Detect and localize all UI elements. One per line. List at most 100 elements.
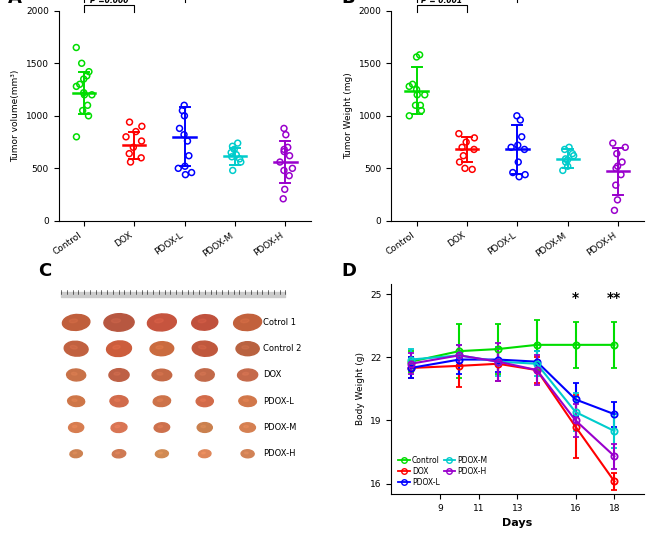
Ellipse shape: [237, 369, 257, 381]
Point: [279, 166, 289, 175]
Point: [226, 148, 237, 157]
Text: PDOX-H: PDOX-H: [263, 449, 295, 458]
Ellipse shape: [111, 423, 127, 432]
Text: *: *: [572, 291, 579, 305]
Ellipse shape: [154, 423, 170, 432]
Ellipse shape: [195, 369, 215, 381]
Ellipse shape: [198, 345, 206, 349]
Point: [415, 50, 425, 59]
Point: [404, 82, 415, 91]
Point: [180, 170, 190, 179]
Text: DOX: DOX: [263, 371, 281, 380]
Point: [124, 149, 135, 158]
Point: [461, 138, 471, 147]
Point: [279, 145, 289, 154]
Ellipse shape: [158, 425, 162, 427]
Ellipse shape: [196, 396, 213, 407]
Ellipse shape: [62, 315, 90, 330]
Point: [467, 165, 477, 173]
Ellipse shape: [114, 399, 120, 401]
Ellipse shape: [200, 399, 205, 401]
Point: [79, 91, 90, 99]
Point: [284, 151, 294, 160]
Point: [72, 82, 82, 91]
Point: [558, 166, 568, 175]
Point: [180, 162, 190, 171]
Point: [608, 139, 618, 148]
Point: [617, 158, 627, 166]
Ellipse shape: [68, 396, 84, 407]
Point: [227, 142, 238, 150]
Text: B: B: [341, 0, 354, 6]
Ellipse shape: [236, 342, 259, 355]
Ellipse shape: [113, 345, 120, 349]
Text: **: **: [607, 291, 621, 305]
Point: [131, 127, 141, 136]
Ellipse shape: [156, 346, 163, 349]
Point: [79, 89, 89, 97]
Point: [610, 181, 621, 190]
Ellipse shape: [198, 319, 206, 323]
Point: [227, 166, 238, 175]
Point: [174, 124, 185, 133]
Ellipse shape: [155, 450, 168, 458]
Point: [513, 141, 523, 149]
Point: [419, 91, 430, 99]
Point: [411, 53, 422, 61]
Ellipse shape: [148, 314, 176, 331]
Text: P =0.000: P =0.000: [90, 0, 128, 5]
Ellipse shape: [244, 425, 248, 427]
Ellipse shape: [70, 319, 77, 323]
Text: A: A: [8, 0, 22, 6]
Point: [128, 143, 138, 151]
Point: [275, 158, 285, 166]
Ellipse shape: [150, 342, 174, 355]
Point: [620, 143, 630, 151]
Point: [227, 153, 237, 161]
Point: [235, 158, 246, 166]
Point: [229, 145, 239, 154]
Point: [567, 149, 578, 158]
Point: [83, 101, 93, 110]
Point: [184, 151, 194, 160]
Point: [124, 118, 135, 126]
Ellipse shape: [240, 423, 255, 432]
Point: [508, 168, 518, 177]
Ellipse shape: [241, 449, 254, 458]
Ellipse shape: [112, 449, 125, 458]
Point: [179, 112, 190, 120]
Point: [233, 139, 243, 148]
Point: [560, 155, 571, 163]
Point: [179, 130, 189, 139]
Ellipse shape: [109, 369, 129, 381]
Text: Control 2: Control 2: [263, 344, 301, 353]
Ellipse shape: [72, 372, 77, 375]
Point: [410, 101, 421, 110]
Ellipse shape: [111, 318, 120, 323]
Ellipse shape: [153, 396, 170, 407]
Point: [82, 71, 92, 80]
Point: [72, 133, 82, 141]
Point: [177, 106, 188, 115]
Ellipse shape: [197, 423, 213, 432]
Point: [75, 80, 85, 89]
Ellipse shape: [157, 399, 162, 402]
Point: [506, 143, 516, 151]
Point: [179, 101, 189, 110]
Ellipse shape: [114, 372, 120, 375]
Y-axis label: Tumor Weight (mg): Tumor Weight (mg): [344, 72, 353, 159]
Point: [415, 101, 426, 110]
Point: [458, 151, 469, 160]
Ellipse shape: [155, 319, 163, 323]
Point: [454, 129, 464, 138]
Point: [283, 143, 293, 151]
Point: [79, 75, 89, 83]
Text: D: D: [341, 262, 356, 280]
Text: P = 0.001: P = 0.001: [421, 0, 462, 5]
Point: [513, 158, 523, 166]
Ellipse shape: [243, 399, 248, 401]
Text: PDOX-L: PDOX-L: [263, 397, 294, 406]
Point: [560, 158, 571, 166]
Point: [284, 171, 294, 180]
Point: [408, 80, 418, 89]
